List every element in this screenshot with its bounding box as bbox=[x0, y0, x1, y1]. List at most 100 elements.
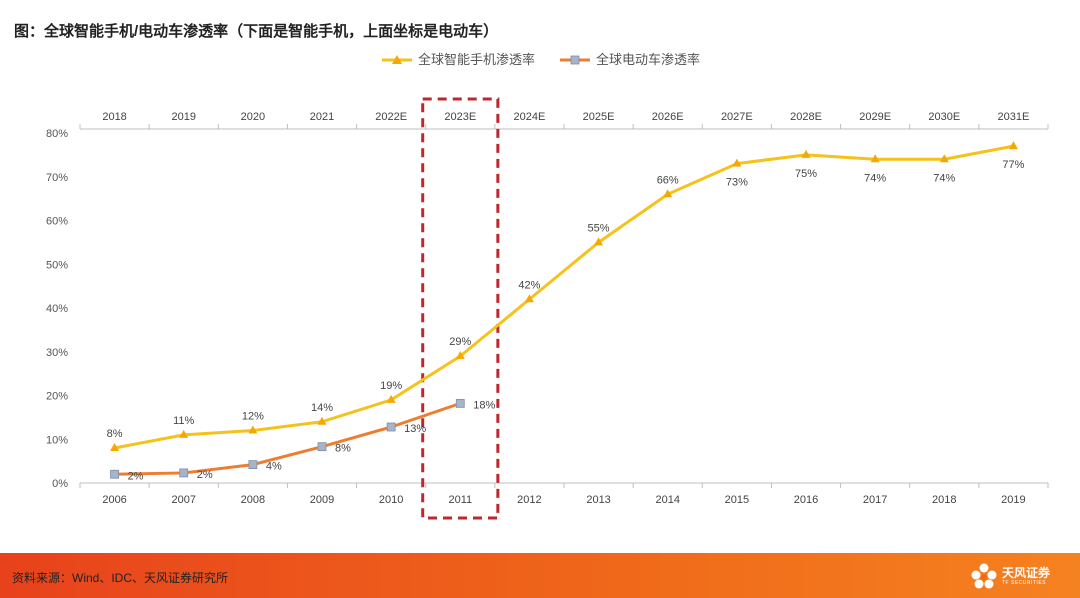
legend-marker-square bbox=[570, 55, 580, 65]
x-top-tick-label: 2029E bbox=[859, 111, 891, 123]
data-point-square bbox=[110, 469, 119, 479]
data-label: 2% bbox=[197, 469, 213, 481]
legend: 全球智能手机渗透率 全球电动车渗透率 bbox=[382, 52, 700, 67]
data-label: 11% bbox=[173, 415, 194, 427]
penetration-line-chart: 0%10%20%30%40%50%60%70%80%2006 2007 2008 20… bbox=[46, 52, 1049, 520]
data-point-square bbox=[179, 468, 189, 478]
x-top-tick-label: 2031E bbox=[998, 111, 1030, 123]
legend-marker-triangle bbox=[392, 55, 402, 64]
data-point-triangle bbox=[248, 425, 258, 434]
x-bottom-tick-label: 2019 bbox=[1001, 494, 1025, 506]
y-tick-label: 10% bbox=[46, 434, 68, 446]
series-line bbox=[114, 144, 1014, 450]
x-top-tick-label: 2022E bbox=[375, 111, 407, 123]
data-point-triangle bbox=[870, 154, 880, 163]
y-axis: 0% 10% 20% 30% 40% 50% 60% 70% 80% bbox=[46, 128, 68, 490]
x-bottom-tick-label: 2009 bbox=[310, 494, 334, 506]
x-bottom-tick-label: 2016 bbox=[794, 494, 818, 506]
x-top-tick-label: 2018 bbox=[102, 111, 126, 123]
data-label: 19% bbox=[380, 380, 402, 392]
data-label: 66% bbox=[657, 174, 679, 186]
x-top-tick-label: 2021 bbox=[310, 111, 334, 123]
x-bottom-tick-label: 2018 bbox=[932, 494, 956, 506]
data-label: 18% bbox=[473, 399, 495, 411]
data-point-triangle bbox=[939, 154, 949, 163]
x-top-tick-label: 2027E bbox=[721, 111, 753, 123]
data-point-triangle bbox=[801, 149, 811, 158]
x-bottom-tick-label: 2008 bbox=[241, 494, 265, 506]
data-point-square bbox=[455, 398, 465, 408]
data-point-triangle bbox=[732, 158, 742, 167]
data-point-triangle bbox=[110, 443, 120, 451]
x-top-tick-label: 2023E bbox=[444, 111, 476, 123]
y-tick-label: 70% bbox=[46, 172, 68, 184]
y-tick-label: 80% bbox=[46, 128, 68, 140]
data-label: 14% bbox=[311, 402, 333, 414]
data-label: 29% bbox=[449, 336, 471, 348]
data-point-triangle bbox=[594, 237, 604, 246]
data-label: 12% bbox=[242, 411, 264, 423]
x-bottom-tick-label: 2012 bbox=[517, 494, 541, 506]
data-point-square bbox=[386, 422, 396, 432]
y-tick-label: 0% bbox=[52, 478, 68, 490]
y-tick-label: 20% bbox=[46, 391, 68, 403]
data-label: 74% bbox=[933, 172, 955, 184]
y-tick-label: 30% bbox=[46, 347, 68, 359]
legend-label: 全球电动车渗透率 bbox=[596, 52, 700, 67]
data-label: 73% bbox=[726, 177, 748, 189]
x-top-tick-label: 2025E bbox=[583, 111, 615, 123]
x-top-tick-label: 2024E bbox=[514, 111, 546, 123]
source-note: 资料来源：Wind、IDC、天风证券研究所 bbox=[12, 571, 229, 585]
data-point-square bbox=[317, 442, 327, 452]
data-label: 75% bbox=[795, 168, 817, 180]
data-label: 77% bbox=[1002, 159, 1024, 171]
data-point-triangle bbox=[663, 189, 673, 198]
y-tick-label: 50% bbox=[46, 259, 68, 271]
data-point-triangle bbox=[386, 394, 396, 403]
logo-text: 天风证券 bbox=[1001, 565, 1050, 580]
footer-bar: 资料来源：Wind、IDC、天风证券研究所 天风证券 TF SECURITIES bbox=[0, 553, 1080, 598]
data-label: 2% bbox=[128, 470, 144, 482]
data-point-square bbox=[248, 460, 258, 470]
x-top-tick-label: 2020 bbox=[241, 111, 265, 123]
data-label: 13% bbox=[404, 423, 426, 435]
data-label: 8% bbox=[335, 443, 351, 455]
legend-label: 全球智能手机渗透率 bbox=[418, 52, 535, 67]
data-label: 74% bbox=[864, 172, 886, 184]
data-point-triangle bbox=[179, 429, 189, 438]
x-bottom-tick-label: 2010 bbox=[379, 494, 403, 506]
y-tick-label: 40% bbox=[46, 303, 68, 315]
x-axis-top: 2018 2019 2020 2021 2022E 2023E 2024E 2025E 2026… bbox=[79, 111, 1049, 130]
x-bottom-tick-label: 2015 bbox=[725, 494, 749, 506]
legend-item: 全球电动车渗透率 bbox=[560, 52, 700, 67]
x-top-tick-label: 2019 bbox=[171, 111, 195, 123]
data-point-triangle bbox=[317, 416, 327, 425]
series-ev: 2% 2% 4% 8% 13% 18% bbox=[110, 398, 496, 482]
data-point-triangle bbox=[455, 351, 465, 360]
x-top-tick-label: 2026E bbox=[652, 111, 684, 123]
legend-item: 全球智能手机渗透率 bbox=[382, 52, 535, 67]
x-bottom-tick-label: 2007 bbox=[171, 494, 195, 506]
y-tick-label: 60% bbox=[46, 216, 68, 228]
data-point-triangle bbox=[524, 294, 534, 303]
data-label: 55% bbox=[588, 222, 610, 234]
x-bottom-tick-label: 2011 bbox=[448, 494, 472, 506]
series-smartphone: 8% 11% 12% 14% 19% 29% 42% 55% 66% 73% 75% 74% 74% 77… bbox=[107, 141, 1025, 451]
brand-logo: 天风证券 TF SECURITIES bbox=[970, 562, 1050, 590]
series-line bbox=[114, 401, 461, 476]
x-bottom-tick-label: 2013 bbox=[586, 494, 610, 506]
x-axis-bottom: 2006 2007 2008 2009 2010 2011 2012 2013 2014 2015… bbox=[79, 482, 1049, 506]
x-bottom-tick-label: 2017 bbox=[863, 494, 887, 506]
flower-logo-icon bbox=[971, 563, 997, 589]
highlight-dashed-box bbox=[421, 97, 500, 520]
data-label: 4% bbox=[266, 461, 282, 473]
logo-subtext: TF SECURITIES bbox=[1001, 579, 1046, 586]
data-label: 8% bbox=[107, 428, 123, 440]
data-point-triangle bbox=[1008, 141, 1018, 150]
x-bottom-tick-label: 2014 bbox=[655, 494, 679, 506]
x-top-tick-label: 2030E bbox=[928, 111, 960, 123]
x-top-tick-label: 2028E bbox=[790, 111, 822, 123]
data-label: 42% bbox=[518, 279, 540, 291]
x-bottom-tick-label: 2006 bbox=[102, 494, 126, 506]
figure-title: 图：全球智能手机/电动车渗透率（下面是智能手机，上面坐标是电动车） bbox=[14, 23, 499, 40]
